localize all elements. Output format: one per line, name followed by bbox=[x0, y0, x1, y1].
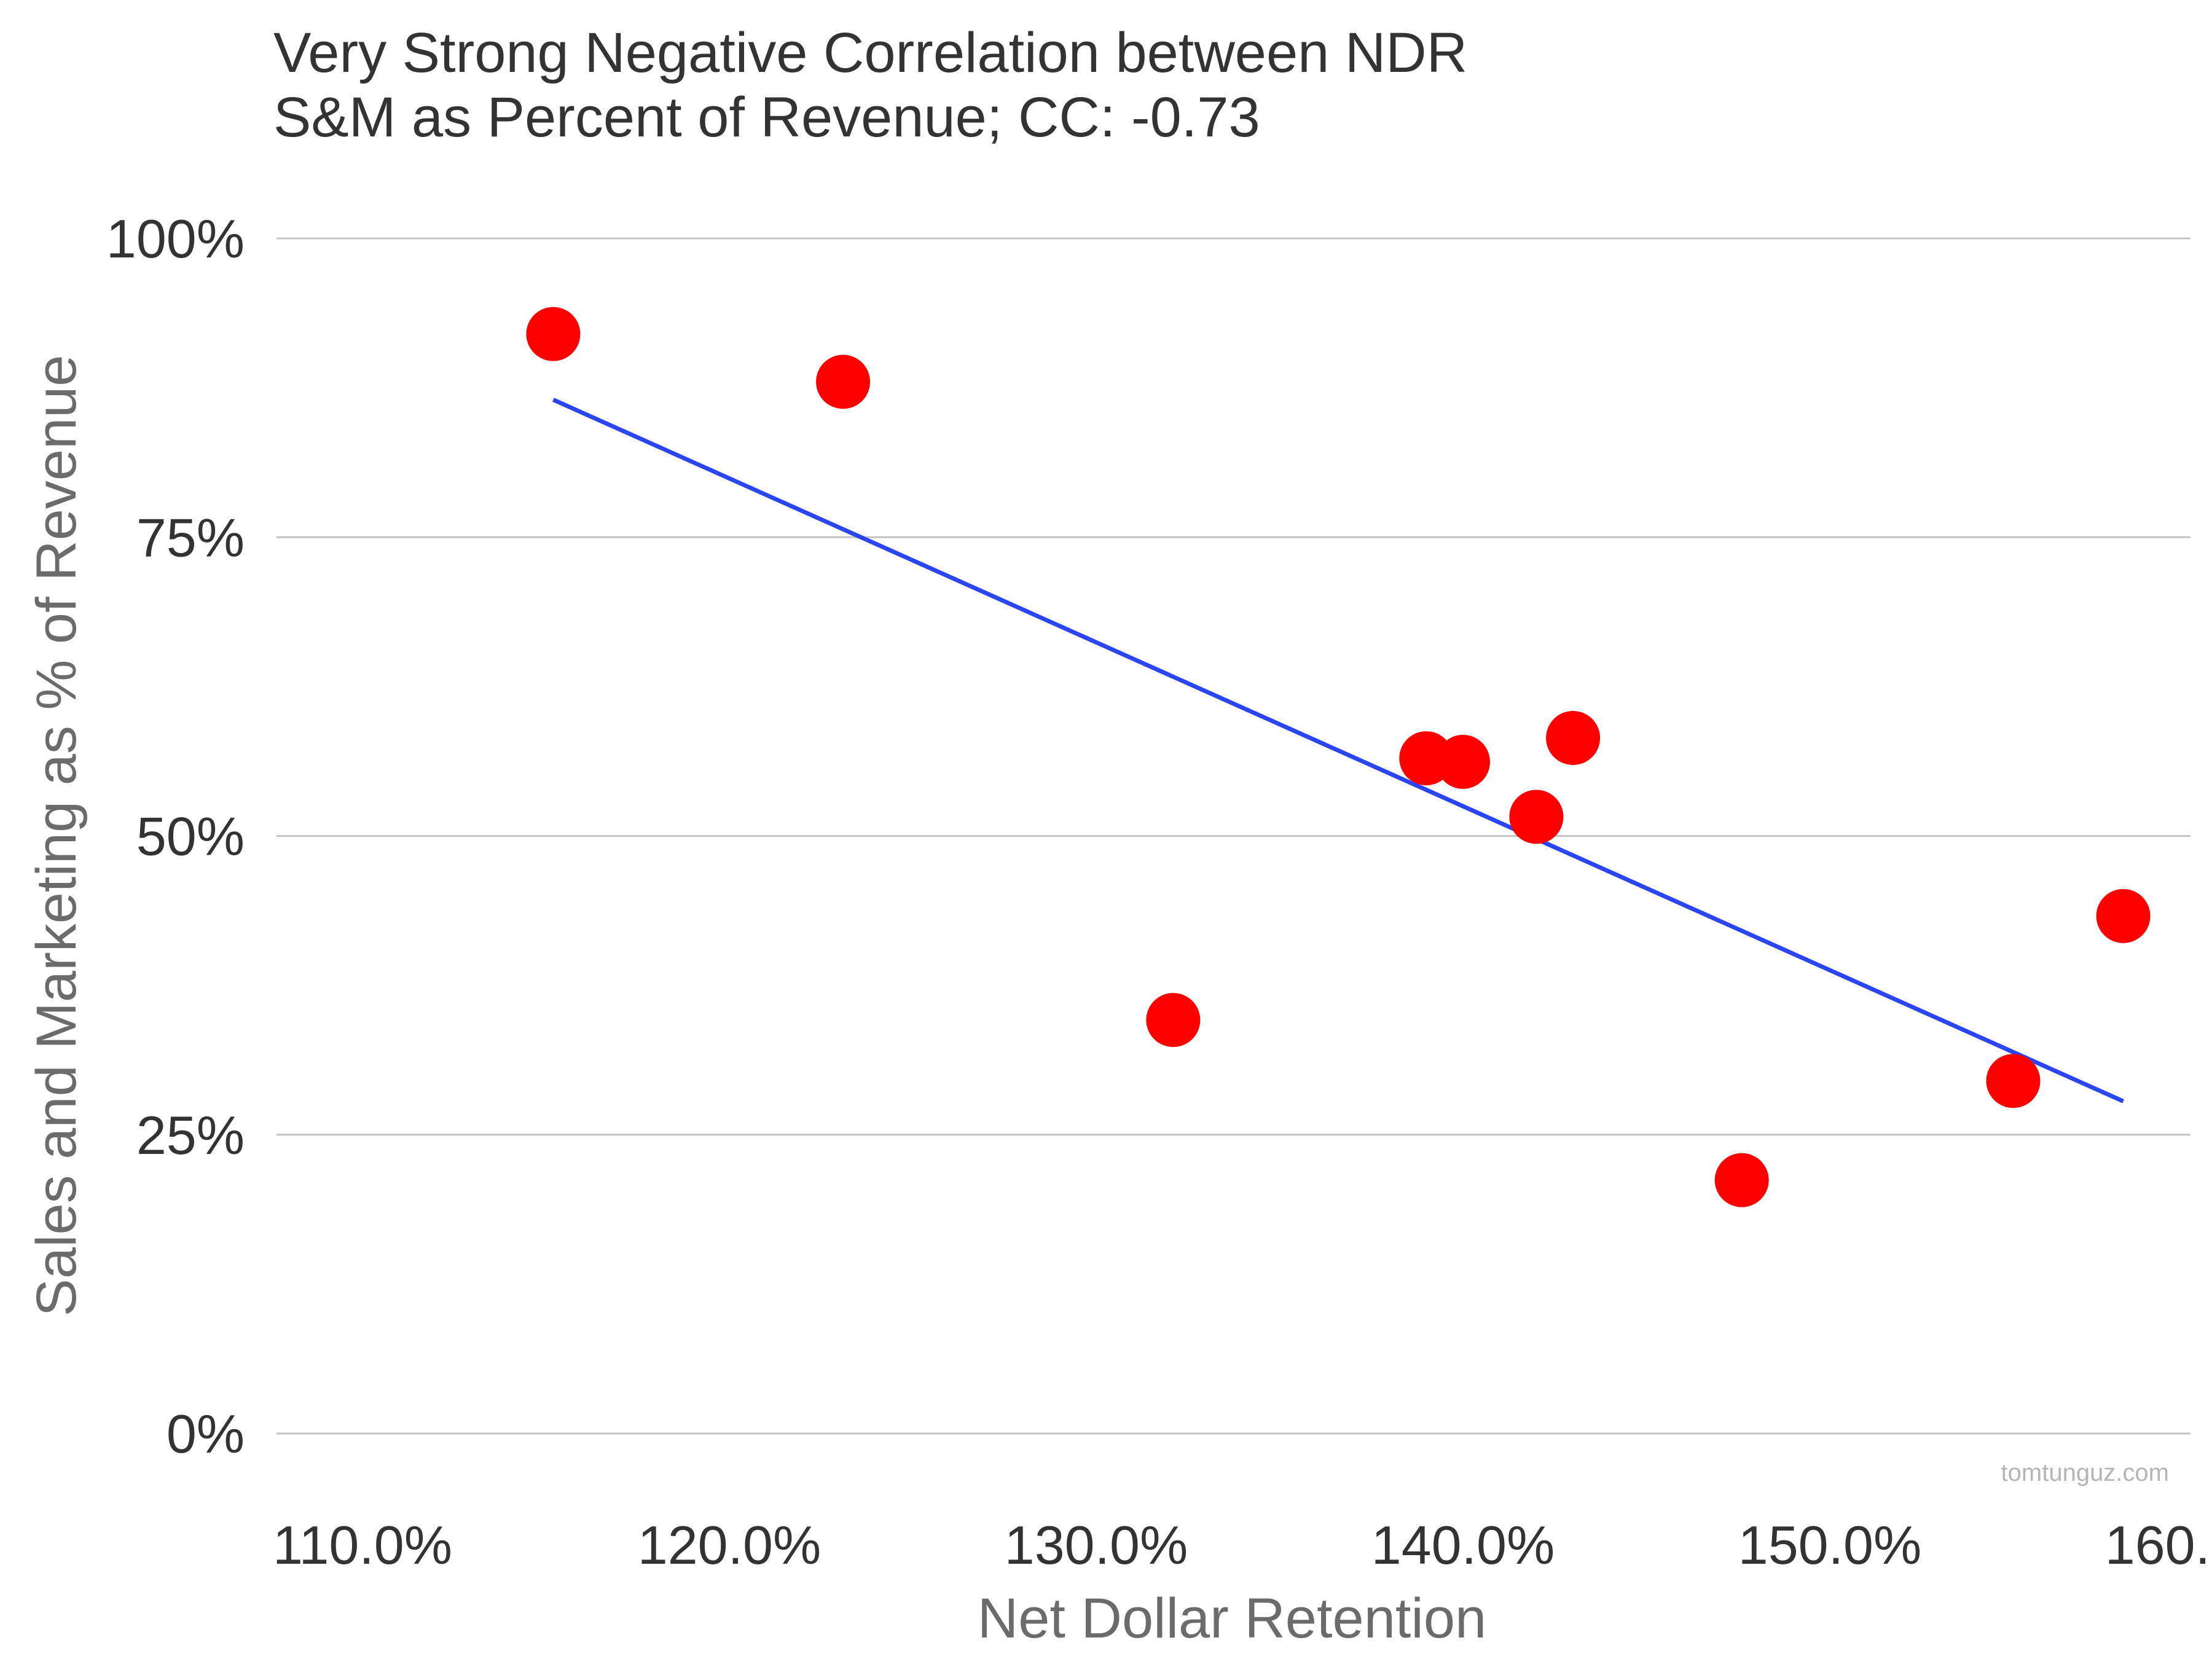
chart-title-line-2: S&M as Percent of Revenue; CC: -0.73 bbox=[273, 86, 1260, 149]
x-axis-tick-labels: 110.0% 120.0% 130.0% 140.0% 150.0% 160.0% bbox=[273, 1515, 2212, 1575]
y-axis-tick-labels: 0% 25% 50% 75% 100% bbox=[106, 208, 245, 1464]
x-tick-label: 150.0% bbox=[1738, 1515, 1921, 1575]
x-tick-label: 120.0% bbox=[638, 1515, 821, 1575]
data-point bbox=[816, 355, 871, 409]
data-point bbox=[1714, 1153, 1769, 1207]
data-point bbox=[1546, 711, 1601, 766]
x-tick-label: 110.0% bbox=[273, 1515, 452, 1575]
x-tick-label: 160.0% bbox=[2105, 1515, 2212, 1575]
data-points bbox=[526, 307, 2151, 1207]
y-tick-label: 25% bbox=[136, 1105, 245, 1166]
y-tick-label: 75% bbox=[136, 507, 245, 568]
watermark: tomtunguz.com bbox=[2001, 1459, 2169, 1486]
y-tick-label: 50% bbox=[136, 806, 245, 867]
x-axis-title: Net Dollar Retention bbox=[978, 1587, 1486, 1650]
y-axis-title: Sales and Marketing as % of Revenue bbox=[25, 355, 88, 1317]
data-point bbox=[1146, 993, 1201, 1048]
trend-line bbox=[552, 398, 2125, 1104]
data-point bbox=[1509, 790, 1564, 844]
data-point bbox=[2096, 888, 2151, 943]
chart-title-line-1: Very Strong Negative Correlation between… bbox=[273, 22, 1467, 84]
x-tick-label: 130.0% bbox=[1005, 1515, 1188, 1575]
data-point bbox=[1436, 734, 1490, 789]
data-point bbox=[1986, 1054, 2041, 1108]
x-tick-label: 140.0% bbox=[1371, 1515, 1555, 1575]
y-tick-label: 100% bbox=[106, 208, 245, 269]
y-tick-label: 0% bbox=[167, 1403, 245, 1464]
gridlines bbox=[276, 237, 2190, 1435]
data-point bbox=[526, 307, 581, 361]
